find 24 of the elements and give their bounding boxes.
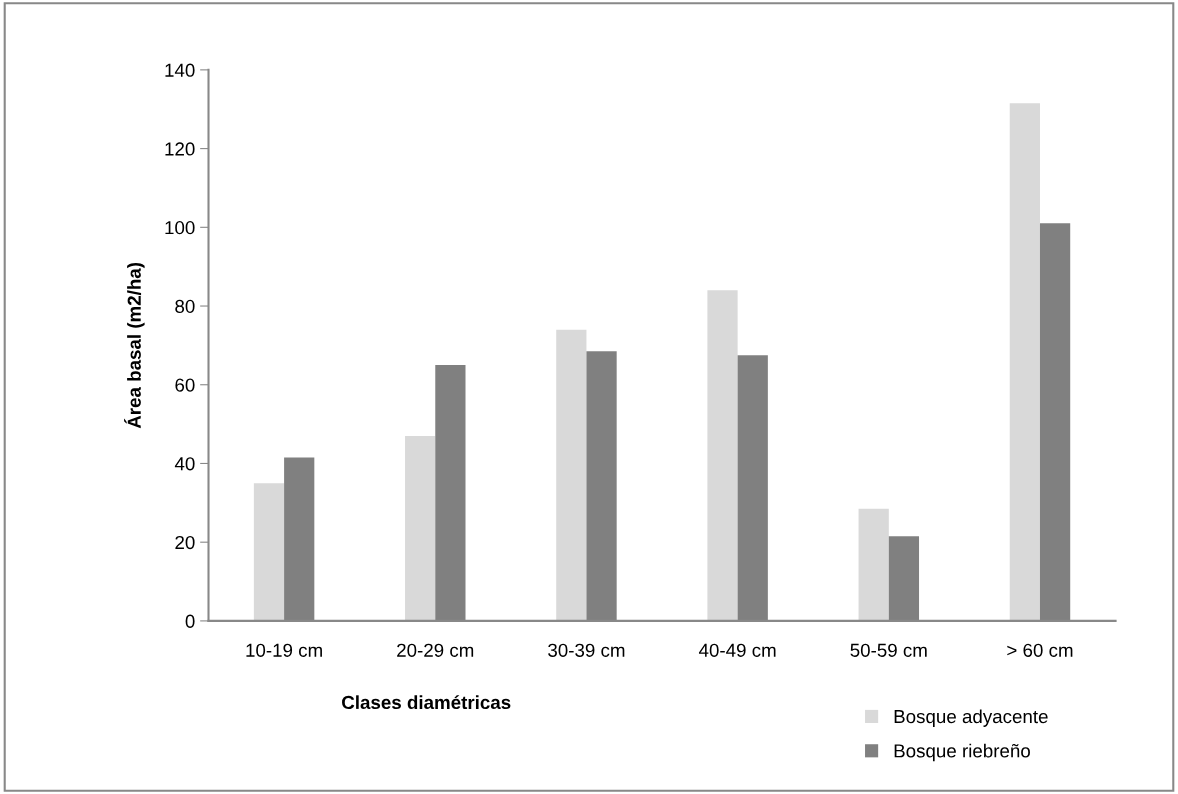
y-tick-label: 120 [165,142,195,156]
bar [1009,103,1040,621]
bar [707,290,738,621]
x-tick-label: 10-19 cm [246,643,322,657]
bar [253,483,285,621]
legend-label: Bosque adyacente [894,709,1048,727]
x-tick-label: 50-59 cm [850,643,927,657]
y-tick-label: 140 [165,63,195,77]
x-tick-label: 40-49 cm [698,643,776,657]
bar [858,508,889,621]
y-tick-label: 60 [175,378,195,392]
x-tick-label: > 60 cm [1007,643,1073,657]
y-axis-title: Área basal (m2/ha) [124,262,145,429]
x-tick-label: 30-39 cm [548,643,625,657]
x-tick-label: 20-29 cm [397,643,474,657]
bar [405,435,436,621]
y-tick-label: 20 [175,535,195,550]
y-tick-label: 40 [174,457,195,471]
y-tick-label: 80 [175,299,195,314]
bar [556,329,587,621]
y-tick-label: 100 [165,221,195,235]
legend-label: Bosque riebreño [894,743,1030,762]
x-axis-title: Clases diamétricas [342,695,511,710]
y-tick-label: 0 [185,614,195,628]
